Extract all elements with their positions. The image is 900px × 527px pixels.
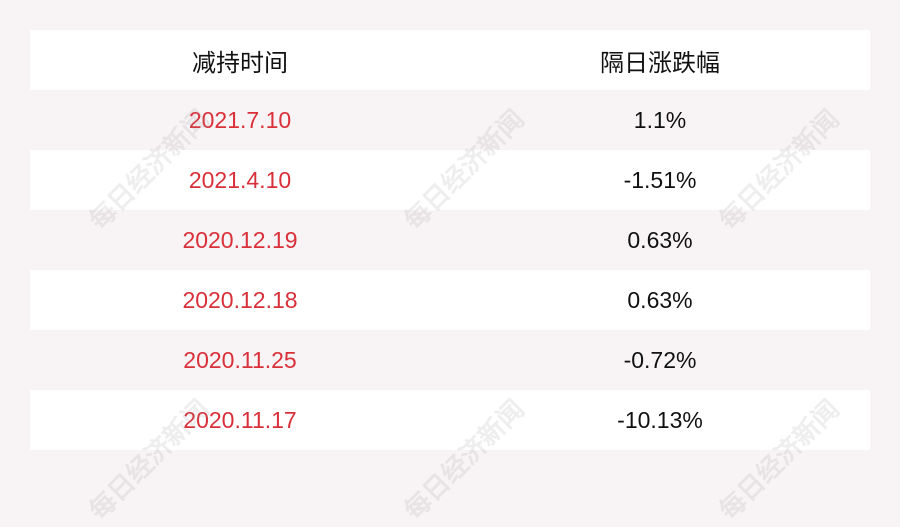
table-row: 2021.7.10 1.1% bbox=[30, 90, 870, 150]
change-cell: 0.63% bbox=[627, 286, 693, 313]
change-cell: 0.63% bbox=[627, 226, 693, 253]
header-change: 隔日涨跌幅 bbox=[600, 49, 720, 77]
date-cell: 2020.12.19 bbox=[182, 226, 298, 253]
change-cell: -1.51% bbox=[623, 166, 697, 193]
data-table: 减持时间 隔日涨跌幅 2021.7.10 1.1% 2021.4.10 -1.51% 2… bbox=[30, 30, 870, 450]
date-cell: 2021.4.10 bbox=[188, 166, 292, 193]
table-row: 2020.12.18 0.63% bbox=[30, 270, 870, 330]
table-row: 2020.11.25 -0.72% bbox=[30, 330, 870, 390]
date-cell: 2020.11.17 bbox=[183, 406, 297, 433]
change-cell: 1.1% bbox=[633, 106, 687, 133]
change-cell: -0.72% bbox=[623, 346, 697, 373]
date-cell: 2020.12.18 bbox=[182, 286, 298, 313]
table-row: 2021.4.10 -1.51% bbox=[30, 150, 870, 210]
change-cell: -10.13% bbox=[617, 406, 703, 433]
header-date: 减持时间 bbox=[192, 49, 288, 77]
date-cell: 2020.11.25 bbox=[183, 346, 297, 373]
date-cell: 2021.7.10 bbox=[188, 106, 292, 133]
table-header: 减持时间 隔日涨跌幅 bbox=[30, 30, 870, 90]
table-row: 2020.12.19 0.63% bbox=[30, 210, 870, 270]
table-row: 2020.11.17 -10.13% bbox=[30, 390, 870, 450]
